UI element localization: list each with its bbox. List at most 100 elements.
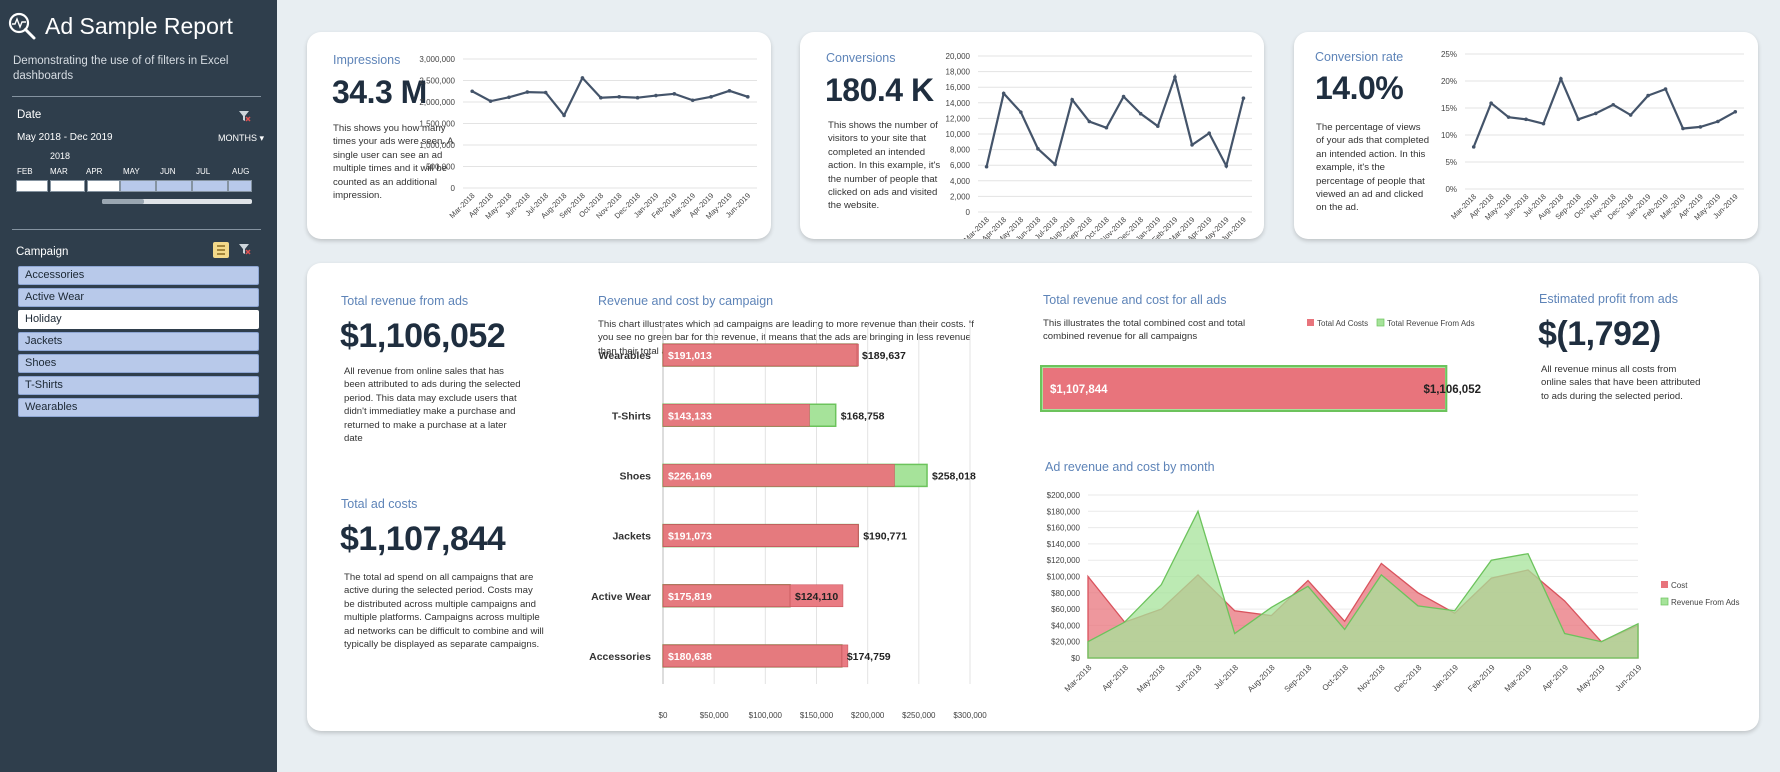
data-point xyxy=(1681,126,1685,131)
timeline-cell-selected[interactable] xyxy=(192,180,228,192)
scrollbar-thumb[interactable] xyxy=(102,199,144,204)
x-tick-label: Jul-2018 xyxy=(1212,663,1240,691)
timeline-cell-selected[interactable] xyxy=(228,180,252,192)
data-point xyxy=(488,99,493,103)
month-label: JUL xyxy=(196,167,211,176)
revenue-bar-outline xyxy=(662,524,859,547)
month-labels: FEB MAR APR MAY JUN JUL AUG xyxy=(17,167,253,179)
data-point xyxy=(1733,109,1738,114)
campaign-item-accessories[interactable]: Accessories xyxy=(18,266,259,285)
cost-data-label: $226,169 xyxy=(668,470,712,482)
campaign-item-holiday[interactable]: Holiday xyxy=(18,310,259,329)
y-tick-label: $20,000 xyxy=(1051,638,1080,647)
impressions-title: Impressions xyxy=(333,53,401,67)
revenue-area xyxy=(1087,509,1639,659)
data-point xyxy=(1190,143,1194,147)
y-tick-label: 0% xyxy=(1445,185,1457,194)
timeline-cell-selected[interactable] xyxy=(156,180,192,192)
legend-label: Revenue From Ads xyxy=(1671,598,1739,607)
revenue-bar-outline xyxy=(662,343,858,367)
impressions-value: 34.3 M xyxy=(332,74,427,110)
revenue-cost-charts: $0 $50,000 $100,000 $150,000 $200,000 $250,00… xyxy=(589,318,1739,720)
data-point xyxy=(470,89,474,94)
x-tick-label: Mar-2018 xyxy=(1063,663,1094,694)
campaign-item-jackets[interactable]: Jackets xyxy=(18,332,259,351)
campaign-item-shoes[interactable]: Shoes xyxy=(18,354,259,373)
monthly-chart-title: Ad revenue and cost by month xyxy=(1045,460,1215,474)
app-header: Ad Sample Report xyxy=(0,0,277,40)
y-tick-label: $120,000 xyxy=(1047,556,1081,565)
cost-data-label: $143,133 xyxy=(668,410,712,422)
data-point xyxy=(1698,125,1703,129)
campaign-item-active-wear[interactable]: Active Wear xyxy=(18,288,259,307)
granularity-dropdown[interactable]: MONTHS ▾ xyxy=(218,133,264,144)
x-tick-label: $50,000 xyxy=(700,711,729,720)
data-point xyxy=(1663,87,1668,91)
x-tick-label: Oct-2018 xyxy=(1320,663,1350,693)
data-point xyxy=(672,92,677,96)
y-tick-label: $0 xyxy=(1071,654,1080,663)
total-costs-description: The total ad spend on all campaigns that… xyxy=(344,572,544,651)
y-tick-label: 1,500,000 xyxy=(419,120,455,129)
campaign-chart-description: This chart illustrates which ad campaign… xyxy=(598,319,974,357)
timeline-scrollbar[interactable] xyxy=(102,199,252,204)
y-tick-label: $80,000 xyxy=(1051,589,1080,598)
revenue-data-label: $174,759 xyxy=(847,651,891,663)
total-cost-bar xyxy=(1043,368,1445,409)
x-tick-label: May-2019 xyxy=(1575,663,1607,695)
data-point xyxy=(1070,97,1074,102)
y-tick-label: 2,000 xyxy=(950,192,971,201)
data-point xyxy=(543,90,548,95)
timeline-cell[interactable] xyxy=(16,180,48,192)
timeline-cell[interactable] xyxy=(87,180,120,192)
y-tick-label: 12,000 xyxy=(946,114,971,123)
data-point xyxy=(1646,93,1650,98)
x-tick-label: $250,000 xyxy=(902,711,936,720)
conversion-rate-title: Conversion rate xyxy=(1315,50,1404,64)
data-point xyxy=(984,164,989,169)
legend-swatch-cost xyxy=(1661,581,1668,588)
month-label: FEB xyxy=(17,167,33,176)
campaign-item-t-shirts[interactable]: T-Shirts xyxy=(18,376,259,395)
x-tick-label: Dec-2018 xyxy=(1393,663,1424,694)
timeline-cell-selected[interactable] xyxy=(120,180,156,192)
y-tick-label: $200,000 xyxy=(1047,491,1081,500)
granularity-label: MONTHS xyxy=(217,133,257,143)
campaign-item-wearables[interactable]: Wearables xyxy=(18,398,259,417)
y-tick-label: 2,500,000 xyxy=(419,77,455,86)
date-timeline-filter: Date May 2018 - Dec 2019 MONTHS ▾ 2018 F… xyxy=(0,109,277,229)
data-point xyxy=(746,95,750,99)
data-point xyxy=(1489,101,1493,105)
data-point xyxy=(1156,124,1160,128)
y-tick-label: 16,000 xyxy=(946,83,971,92)
impressions-description: This shows you how many times your ads w… xyxy=(333,123,453,202)
timeline-bar[interactable] xyxy=(16,180,252,192)
clear-filter-icon[interactable] xyxy=(239,111,251,122)
x-tick-label: May-2018 xyxy=(1135,663,1167,695)
multi-select-icon[interactable] xyxy=(213,242,229,258)
profit-description: All revenue minus all costs from online … xyxy=(1541,364,1701,402)
x-tick-label: Jun-2019 xyxy=(1613,663,1643,693)
data-point xyxy=(727,89,732,93)
data-point xyxy=(1471,145,1476,149)
conversion-rate-description: The percentage of views of your ads that… xyxy=(1316,122,1430,214)
data-point xyxy=(1576,117,1581,122)
month-label: MAR xyxy=(50,167,68,176)
legend-label: Cost xyxy=(1671,581,1688,590)
y-tick-label: 500,000 xyxy=(426,163,455,172)
conversion-rate-line-chart: 25%20%15%10%5%0%Mar-2018Apr-2018May-2018… xyxy=(1441,50,1744,222)
category-label: Wearables xyxy=(599,350,651,362)
total-revenue-label: $1,106,052 xyxy=(1423,384,1481,396)
total-cost-label: $1,107,844 xyxy=(1050,384,1108,396)
data-point xyxy=(580,76,585,80)
data-point xyxy=(1541,121,1546,126)
total-chart-description: This illustrates the total combined cost… xyxy=(1043,318,1246,343)
x-tick-label: Nov-2018 xyxy=(1356,663,1387,694)
month-label: AUG xyxy=(232,167,250,176)
data-point xyxy=(1104,125,1109,130)
data-point xyxy=(562,113,566,118)
x-tick-label: $200,000 xyxy=(851,711,885,720)
clear-filter-icon[interactable] xyxy=(239,244,251,255)
timeline-cell[interactable] xyxy=(50,180,85,192)
series-line xyxy=(985,73,1245,170)
